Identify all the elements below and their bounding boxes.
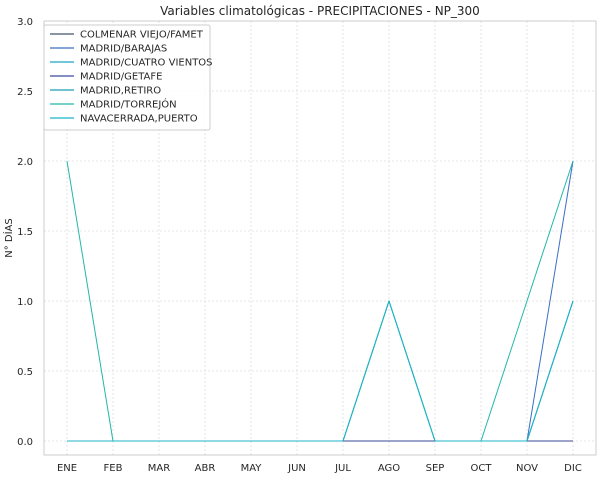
- legend-label: MADRID/CUATRO VIENTOS: [80, 58, 213, 69]
- x-tick-labels: ENE FEB MAR ABR MAY JUN JUL AGO SEP OCT NOV DIC: [57, 463, 582, 474]
- legend-label: MADRID/GETAFE: [80, 72, 162, 83]
- y-tick-labels: 0.0 0.5 1.0 1.5 2.0 2.5 3.0: [17, 17, 33, 448]
- x-tick-label: DIC: [564, 463, 582, 474]
- x-tick-label: JUL: [334, 463, 351, 474]
- x-tick-label: AGO: [378, 463, 400, 474]
- legend-label: MADRID/BARAJAS: [80, 44, 167, 55]
- x-tick-label: MAR: [148, 463, 170, 474]
- series-lines: [66, 160, 574, 442]
- x-tick-label: ABR: [195, 463, 216, 474]
- x-tick-label: OCT: [471, 463, 493, 474]
- legend-label: NAVACERRADA,PUERTO: [80, 114, 198, 125]
- legend: COLMENAR VIEJO/FAMET MADRID/BARAJAS MADRID…: [43, 24, 213, 131]
- y-tick-label: 1.0: [17, 297, 33, 308]
- y-tick-label: 2.0: [17, 157, 33, 168]
- y-axis-label: N° DÍAS: [2, 218, 15, 258]
- x-tick-label: ENE: [57, 463, 77, 474]
- y-tick-label: 3.0: [17, 17, 33, 28]
- y-tick-label: 0.5: [17, 367, 33, 378]
- x-tick-label: MAY: [241, 463, 263, 474]
- y-tick-label: 2.5: [17, 87, 33, 98]
- plot-frame: [43, 20, 597, 456]
- legend-box: [43, 24, 211, 131]
- legend-label: COLMENAR VIEJO/FAMET: [80, 30, 204, 41]
- series-line: [67, 300, 574, 442]
- x-tick-label: JUN: [287, 463, 306, 474]
- y-tick-label: 1.5: [17, 227, 33, 238]
- x-tick-label: NOV: [516, 463, 538, 474]
- y-tick-label: 0.0: [17, 437, 33, 448]
- legend-label: MADRID,RETIRO: [80, 86, 161, 97]
- x-tick-label: FEB: [104, 463, 123, 474]
- chart-title: Variables climatológicas - PRECIPITACION…: [160, 4, 480, 18]
- legend-label: MADRID/TORREJÓN: [80, 98, 177, 111]
- x-tick-label: SEP: [426, 463, 445, 474]
